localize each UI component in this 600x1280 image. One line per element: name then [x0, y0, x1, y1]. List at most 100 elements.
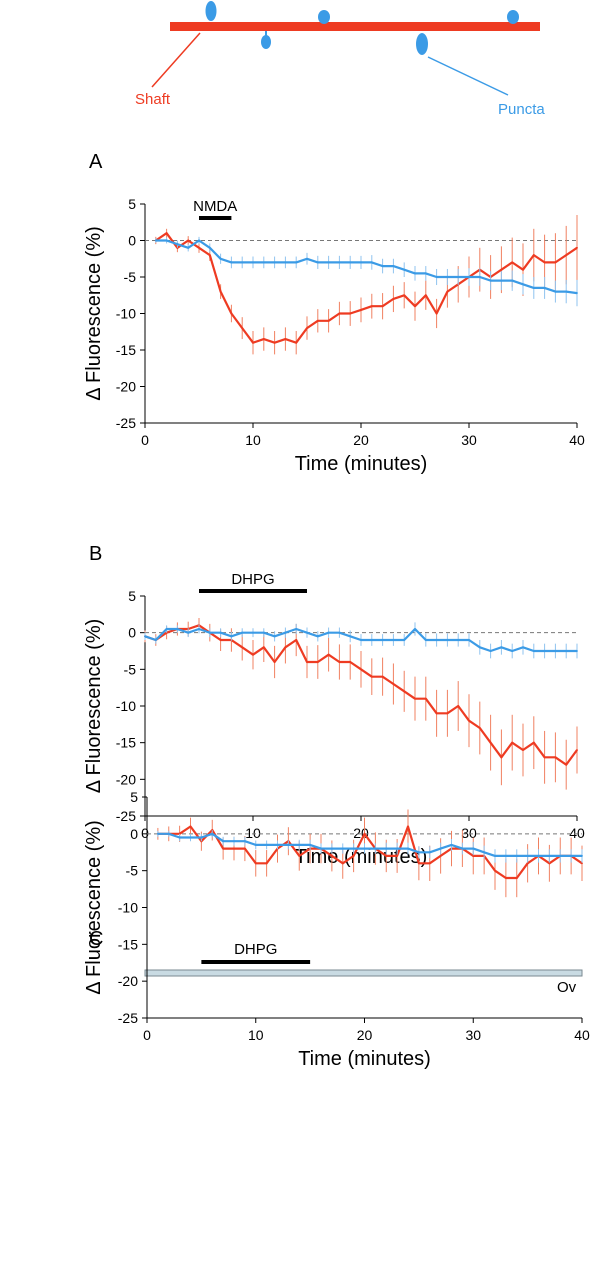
data-point-puncta [320, 847, 322, 850]
x-tick-label: 40 [574, 1027, 590, 1043]
data-point-shaft [511, 741, 514, 744]
x-tick-label: 20 [357, 1027, 373, 1043]
data-point-shaft [252, 341, 254, 344]
punctum [318, 10, 330, 24]
data-point-puncta [189, 836, 192, 839]
data-point-puncta [230, 635, 233, 638]
data-point-puncta [241, 631, 244, 634]
data-point-shaft [338, 312, 341, 315]
data-point-shaft [385, 855, 388, 857]
data-point-shaft [543, 756, 546, 759]
panel-label: A [89, 151, 103, 173]
data-point-shaft [198, 246, 200, 249]
data-point-puncta [316, 261, 319, 264]
data-point-puncta [187, 631, 190, 634]
y-axis-title: Δ Fluorescence (%) [83, 619, 105, 794]
series-line-puncta [155, 239, 578, 295]
data-point-puncta [537, 855, 540, 857]
x-tick-label: 40 [569, 825, 585, 841]
data-point-shaft [381, 675, 384, 678]
data-point-shaft [306, 327, 308, 329]
y-tick-label: 5 [128, 196, 136, 212]
data-point-puncta [230, 261, 233, 264]
data-point-puncta [306, 257, 308, 260]
data-point-puncta [341, 847, 344, 850]
data-point-puncta [392, 639, 395, 641]
data-point-shaft [504, 877, 507, 879]
data-point-shaft [543, 261, 546, 264]
x-axis-title: Time (minutes) [295, 846, 428, 868]
data-point-puncta [472, 847, 475, 850]
y-tick-label: -5 [124, 661, 137, 677]
data-point-shaft [230, 312, 233, 315]
data-point-puncta [156, 832, 159, 835]
data-point-shaft [576, 246, 578, 249]
data-point-puncta [309, 843, 312, 846]
data-point-puncta [483, 851, 486, 854]
data-point-puncta [154, 239, 157, 242]
data-point-puncta [554, 290, 557, 293]
data-point-shaft [295, 639, 298, 641]
data-point-puncta [330, 847, 333, 850]
data-point-puncta [265, 843, 268, 846]
data-point-puncta [457, 639, 460, 641]
data-point-shaft [349, 661, 352, 663]
data-point-shaft [316, 661, 319, 663]
data-point-shaft [581, 862, 583, 865]
drug-label: DHPG [234, 941, 277, 958]
data-point-shaft [189, 825, 192, 828]
data-point-puncta [252, 631, 254, 634]
data-point-puncta [276, 843, 279, 846]
data-point-shaft [403, 690, 406, 693]
y-tick-label: -20 [118, 973, 138, 989]
x-tick-label: 10 [248, 1027, 264, 1043]
data-point-puncta [385, 847, 388, 850]
data-point-puncta [208, 631, 211, 634]
series-line-shaft [157, 825, 583, 880]
y-tick-label: -15 [116, 735, 136, 751]
data-point-shaft [511, 261, 514, 264]
data-point-puncta [457, 276, 460, 278]
x-tick-label: 10 [245, 432, 261, 448]
data-point-puncta [243, 840, 246, 843]
data-point-puncta [222, 840, 225, 843]
data-point-puncta [565, 650, 568, 652]
data-point-puncta [187, 246, 190, 249]
data-point-shaft [306, 661, 308, 663]
data-point-shaft [165, 232, 168, 235]
data-point-puncta [461, 847, 464, 850]
data-point-puncta [424, 272, 427, 275]
data-point-shaft [360, 308, 362, 311]
data-point-shaft [526, 862, 529, 865]
data-point-puncta [338, 631, 341, 634]
drug-label: DHPG [231, 571, 274, 588]
x-axis-title: Time (minutes) [295, 453, 428, 475]
data-point-shaft [522, 268, 524, 271]
data-point-shaft [265, 862, 268, 865]
panel-c-chart: C Ov DHPG 5 0 -5 -10 -15 -20 -25 0 10 20 30 40 Time (mi… [83, 789, 590, 1070]
data-point-puncta [500, 279, 503, 282]
data-point-shaft [284, 646, 287, 649]
data-point-puncta [522, 646, 524, 649]
punctum [261, 35, 271, 49]
data-point-shaft [219, 639, 222, 641]
data-point-shaft [338, 661, 341, 663]
data-point-shaft [298, 855, 301, 857]
y-tick-label: -10 [118, 900, 138, 916]
data-point-shaft [532, 254, 535, 256]
drug-label: NMDA [193, 198, 237, 215]
data-point-shaft [407, 825, 409, 828]
data-point-shaft [370, 305, 373, 308]
data-point-puncta [349, 635, 352, 638]
punctum [507, 10, 519, 24]
data-point-shaft [428, 862, 431, 865]
data-point-puncta [576, 292, 578, 294]
data-point-puncta [392, 265, 395, 267]
series-line-puncta [157, 832, 582, 857]
data-point-puncta [306, 631, 308, 634]
data-point-puncta [446, 276, 449, 278]
data-point-shaft [370, 675, 373, 678]
data-point-shaft [424, 294, 427, 297]
data-point-puncta [284, 261, 287, 264]
panel-a-chart: A NMDA 5 0 -5 -10 -15 -20 -25 0 10 20 30 40 Time (minu… [83, 151, 585, 475]
